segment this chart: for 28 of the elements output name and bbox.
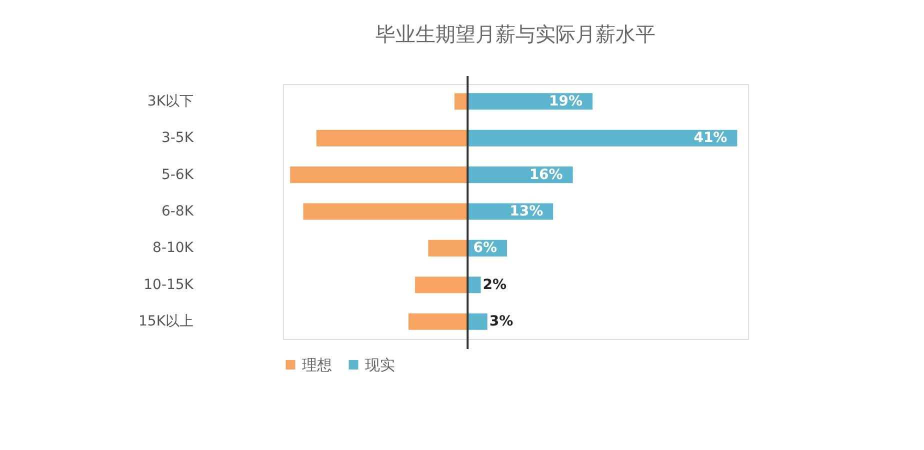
- y-tick-label: 5-6K: [161, 166, 194, 183]
- data-label: 16%: [529, 166, 563, 183]
- bar: [428, 240, 468, 256]
- bar: [303, 203, 468, 220]
- chart-title: 毕业生期望月薪与实际月薪水平: [376, 22, 656, 46]
- bar: [468, 93, 593, 110]
- data-label: 13%: [510, 204, 544, 220]
- y-tick-label: 8-10K: [152, 240, 194, 256]
- y-tick-label: 3-5K: [161, 130, 194, 146]
- data-label: 19%: [549, 93, 583, 110]
- bar: [468, 130, 738, 146]
- legend-label: 现实: [365, 356, 395, 374]
- bar: [454, 93, 468, 110]
- bar: [468, 276, 481, 294]
- data-label: 6%: [473, 240, 498, 256]
- y-tick-label: 3K以下: [147, 93, 194, 110]
- data-label: 2%: [482, 276, 507, 293]
- y-tick-label: 15K以上: [138, 314, 194, 330]
- bar: [316, 130, 468, 146]
- data-label: 41%: [694, 130, 728, 146]
- data-label: 3%: [489, 314, 514, 330]
- legend-label: 理想: [302, 356, 332, 374]
- bar: [415, 276, 468, 294]
- y-tick-label: 10-15K: [144, 276, 194, 293]
- bar: [408, 313, 468, 330]
- bar: [290, 166, 468, 184]
- y-tick-label: 6-8K: [161, 204, 194, 220]
- bar: [468, 313, 488, 330]
